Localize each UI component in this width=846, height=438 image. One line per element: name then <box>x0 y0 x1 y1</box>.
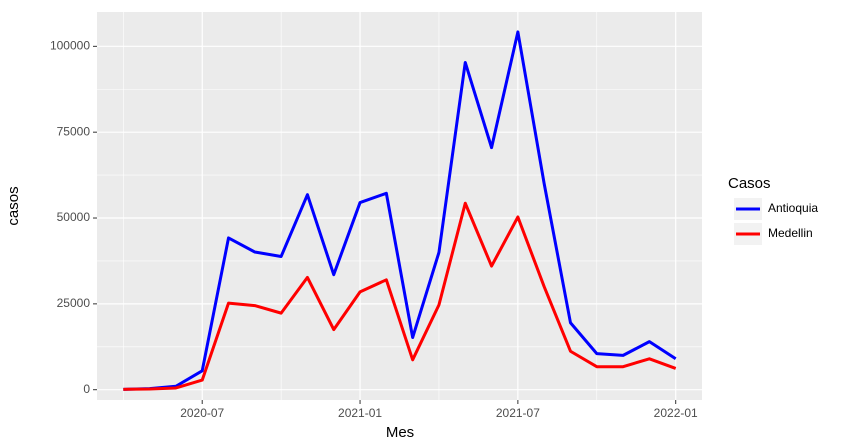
grid <box>97 12 702 400</box>
series-line <box>123 30 677 391</box>
y-axis-title: casos <box>5 186 22 225</box>
series-line <box>123 201 677 391</box>
legend-label: Medellin <box>768 226 813 240</box>
x-tick-label: 2021-07 <box>496 406 540 420</box>
x-tick-label: 2020-07 <box>180 406 224 420</box>
y-tick-label: 75000 <box>57 124 91 138</box>
legend-label: Antioquia <box>768 201 818 215</box>
y-tick-label: 50000 <box>57 210 91 224</box>
x-axis-title: Mes <box>386 424 414 438</box>
y-tick-label: 100000 <box>50 39 90 53</box>
legend-title: Casos <box>728 175 771 192</box>
panel <box>97 12 702 400</box>
x-tick-label: 2022-01 <box>654 406 698 420</box>
legend: Antioquia Medellin <box>734 198 818 245</box>
y-tick-label: 25000 <box>57 296 91 310</box>
y-tick-label: 0 <box>83 382 90 396</box>
x-tick-label: 2021-01 <box>338 406 382 420</box>
lines <box>123 30 677 391</box>
labels: 0 25000 50000 75000 100000 2020-07 2021-01 2021… <box>50 39 698 421</box>
